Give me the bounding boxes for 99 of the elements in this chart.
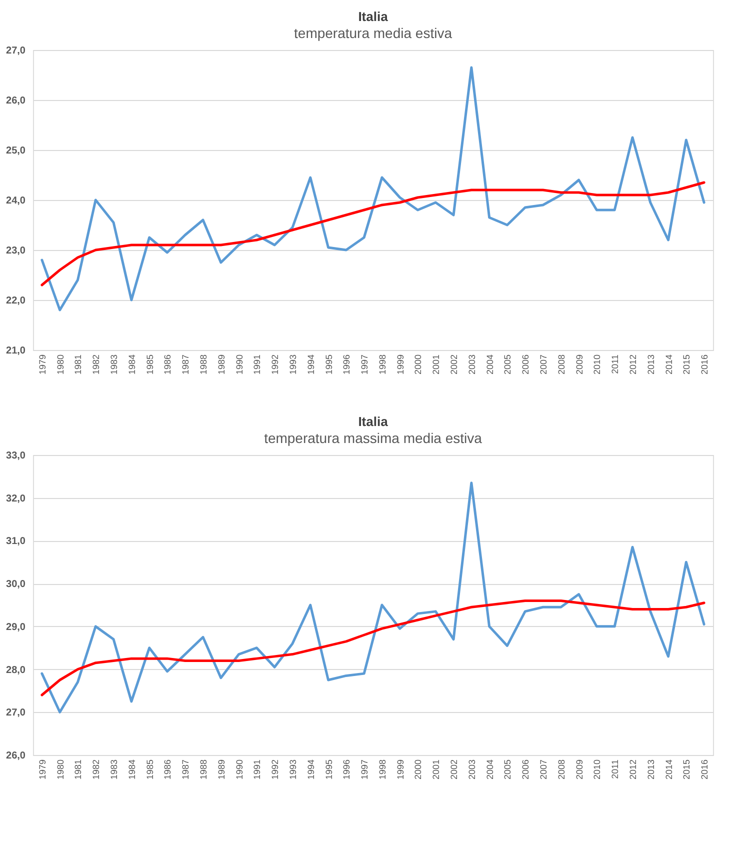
x-tick-label: 1981 — [73, 354, 84, 375]
y-tick-label: 25,0 — [6, 146, 26, 156]
x-tick-label: 2015 — [682, 760, 692, 780]
x-tick-label: 1987 — [180, 354, 191, 375]
y-tick-label: 23,0 — [6, 246, 26, 256]
x-tick-label: 2012 — [628, 760, 638, 780]
y-tick-label: 32,0 — [6, 493, 26, 504]
x-tick-label: 2014 — [664, 760, 674, 780]
y-tick-label: 29,0 — [6, 622, 26, 633]
x-tick-label: 2002 — [449, 760, 460, 780]
x-tick-label: 2007 — [538, 760, 548, 780]
x-tick-label: 1981 — [73, 760, 84, 780]
x-tick-label: 2008 — [556, 760, 566, 780]
x-tick-label: 2003 — [466, 354, 477, 375]
x-tick-label: 1992 — [270, 354, 280, 375]
x-tick-label: 2002 — [449, 354, 460, 375]
x-tick-label: 1996 — [342, 760, 352, 780]
x-tick-label: 1995 — [324, 354, 334, 375]
line-series — [40, 599, 706, 696]
y-tick-label: 33,0 — [6, 450, 26, 462]
y-tick-label: 22,0 — [6, 296, 26, 306]
line-series — [40, 181, 706, 286]
x-tick-label: 1999 — [395, 354, 406, 375]
x-tick-label: 1999 — [395, 760, 406, 780]
x-tick-label: 2003 — [466, 760, 477, 780]
x-tick-label: 2014 — [664, 354, 674, 375]
y-tick-label: 27,0 — [6, 708, 26, 719]
x-tick-label: 1994 — [306, 760, 316, 780]
x-tick-label: 1980 — [55, 760, 66, 780]
chart-subtitle: temperatura media estiva — [294, 25, 452, 41]
x-tick-label: 2007 — [538, 354, 548, 375]
x-tick-label: 2006 — [520, 760, 531, 780]
x-tick-label: 2001 — [431, 760, 442, 780]
y-tick-label: 28,0 — [6, 664, 26, 676]
x-tick-label: 1984 — [126, 354, 137, 375]
x-tick-label: 2000 — [413, 760, 424, 780]
line-series — [40, 482, 706, 714]
x-tick-label: 1996 — [342, 354, 352, 375]
x-tick-label: 2004 — [484, 760, 495, 780]
x-tick-label: 2000 — [413, 354, 424, 375]
x-tick-label: 2010 — [592, 354, 602, 375]
x-tick-label: 1987 — [180, 760, 191, 780]
chart-title: Italia — [358, 414, 389, 429]
line-series — [40, 66, 706, 312]
x-tick-label: 1983 — [109, 354, 120, 375]
x-tick-label: 1990 — [234, 354, 244, 375]
x-tick-label: 2011 — [610, 760, 620, 779]
x-tick-label: 2011 — [610, 354, 620, 374]
x-tick-label: 2015 — [682, 354, 692, 375]
x-tick-label: 2012 — [628, 354, 638, 375]
x-tick-label: 2005 — [502, 760, 513, 780]
x-tick-label: 2009 — [574, 354, 584, 375]
x-tick-label: 2006 — [520, 354, 531, 375]
x-tick-label: 1997 — [360, 354, 370, 375]
x-tick-label: 1983 — [109, 760, 120, 780]
x-tick-label: 1986 — [162, 354, 173, 375]
x-tick-label: 1985 — [144, 354, 155, 375]
x-tick-label: 1982 — [91, 354, 102, 375]
y-tick-label: 26,0 — [6, 96, 26, 106]
x-tick-label: 1998 — [377, 760, 388, 780]
x-tick-label: 1991 — [252, 354, 262, 375]
x-tick-label: 2013 — [646, 760, 656, 780]
x-tick-label: 2010 — [592, 760, 602, 780]
x-tick-label: 1989 — [216, 354, 226, 375]
chart-title: Italia — [358, 9, 389, 24]
x-tick-label: 2016 — [700, 760, 710, 780]
chart-subtitle: temperatura massima media estiva — [264, 430, 482, 446]
x-tick-label: 2008 — [556, 354, 566, 375]
x-tick-label: 1993 — [288, 760, 298, 780]
y-tick-label: 27,0 — [6, 46, 26, 56]
x-tick-label: 1989 — [216, 760, 226, 780]
x-tick-label: 2016 — [700, 354, 710, 375]
x-tick-label: 1982 — [91, 760, 102, 780]
y-tick-label: 31,0 — [6, 536, 26, 548]
x-tick-label: 1995 — [324, 760, 334, 780]
x-tick-label: 1990 — [234, 760, 244, 780]
x-tick-label: 1994 — [306, 354, 316, 375]
x-tick-label: 1985 — [144, 760, 155, 780]
x-tick-label: 1980 — [55, 354, 66, 375]
x-tick-label: 1997 — [360, 760, 370, 780]
x-tick-label: 2001 — [431, 354, 442, 375]
x-tick-label: 1979 — [37, 760, 48, 780]
x-tick-label: 1992 — [270, 760, 280, 780]
x-tick-label: 2009 — [574, 760, 584, 780]
x-tick-label: 1991 — [252, 760, 262, 780]
x-tick-label: 1979 — [37, 354, 48, 375]
y-tick-label: 30,0 — [6, 579, 26, 590]
x-tick-label: 2004 — [484, 354, 495, 375]
x-tick-label: 1998 — [377, 354, 388, 375]
x-tick-label: 1988 — [198, 760, 208, 780]
x-tick-label: 2013 — [646, 354, 656, 375]
x-tick-label: 1986 — [162, 760, 173, 780]
x-tick-label: 1988 — [198, 354, 208, 375]
x-tick-label: 2005 — [502, 354, 513, 375]
y-tick-label: 26,0 — [6, 750, 26, 762]
x-tick-label: 1984 — [126, 760, 137, 780]
x-tick-label: 1993 — [288, 354, 298, 375]
y-tick-label: 24,0 — [6, 196, 26, 206]
y-tick-label: 21,0 — [6, 346, 26, 356]
